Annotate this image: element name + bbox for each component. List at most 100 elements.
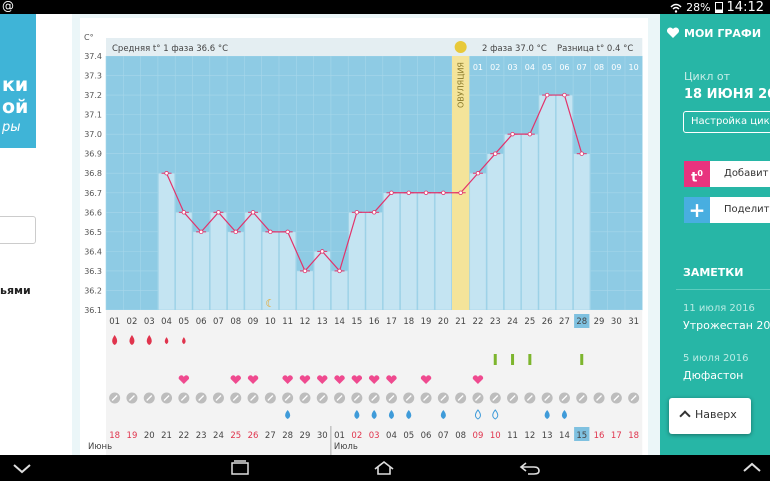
temperature-point [423,190,429,195]
post-ovulation-day: 03 [507,63,517,72]
today-day-highlight [574,314,590,328]
cycle-settings-button[interactable]: Настройка цик [683,111,770,133]
temperature-bar [227,231,245,311]
pencil-icon [111,395,118,401]
clock: 14:12 [726,0,764,15]
moon-icon: ☾ [265,297,275,310]
temperature-bar [296,270,314,311]
menstruation-drop-icon [112,335,118,345]
bbt-chart: 37.4 37.3 37.2 37.1 37.0 36.9 36.8 36.7 36.6 36.5… [84,33,643,455]
calendar-date: 29 [300,431,311,441]
cycle-day-number: 11 [282,317,293,327]
calendar-date: 25 [230,431,241,441]
test-mark-icon [511,354,515,365]
note-text[interactable]: Дюфастон [683,369,744,382]
heart-icon [666,27,680,38]
plus-icon: + [684,197,710,223]
cycle-day-number: 14 [334,317,345,327]
back-to-top-button[interactable]: Наверх [669,398,751,434]
calendar-date: 27 [265,431,276,441]
y-tick-label: 37.2 [84,91,102,100]
menstruation-drop-icon [182,337,186,345]
chevron-up-icon [679,410,691,422]
left-menu-text[interactable]: ьями [0,284,31,297]
temperature-bar [573,153,591,311]
status-bar: @ 28% 14:12 [0,0,770,15]
calendar-date: 14 [559,431,570,441]
pencil-icon [198,395,205,401]
y-tick-label: 36.4 [84,247,102,256]
temperature-point [250,210,256,215]
banner-line-3: ры [2,120,21,135]
calendar-date: 08 [455,431,466,441]
share-button[interactable]: + Поделит [684,197,770,223]
chevron-up-icon[interactable] [740,459,764,477]
battery-percent: 28% [686,1,711,14]
pencil-icon [561,395,568,401]
y-tick-label: 36.5 [84,228,102,237]
calendar-date: 20 [144,431,155,441]
cycle-day-number: 05 [178,317,189,327]
today-date-highlight [574,427,590,441]
calendar-date: 04 [386,431,397,441]
pencil-icon [250,395,257,401]
temperature-bar [348,212,366,311]
search-input[interactable] [0,216,36,244]
pencil-icon [423,395,430,401]
discharge-drop-icon [561,410,567,419]
phase1-avg-label: Средняя t° 1 фаза 36.6 °C [112,44,228,54]
calendar-date: 10 [490,431,501,441]
pencil-icon [544,395,551,401]
at-notification-icon: @ [2,0,14,13]
temperature-bar [192,231,210,311]
temperature-point [579,151,584,156]
graph-area: 37.4 37.3 37.2 37.1 37.0 36.9 36.8 36.7 36.6 36.5… [72,14,660,455]
temperature-point [302,268,308,274]
banner-line-2: ой [2,96,29,118]
discharge-drop-icon [371,410,377,419]
android-nav-bar [0,455,770,481]
pencil-icon [596,395,603,401]
cycle-day-number: 12 [300,317,311,327]
temperature-point [198,229,204,235]
promo-banner[interactable]: ки ой ры [0,14,36,148]
cycle-day-number: 29 [594,317,605,327]
y-tick-label: 36.3 [84,267,102,276]
my-graphs-link[interactable]: МОИ ГРАФИ [684,27,762,40]
cycle-day-number: 09 [248,317,259,327]
wifi-icon [670,3,682,13]
cycle-day-number: 31 [628,317,639,327]
pencil-icon [336,395,343,401]
discharge-drop-icon [285,410,291,419]
discharge-drop-icon [544,410,550,419]
right-sidebar: МОИ ГРАФИ Цикл от 18 ИЮНЯ 20 Настройка ц… [660,14,770,455]
month-label: Июль [334,442,358,452]
back-icon[interactable] [518,459,542,477]
temperature-point [510,131,515,137]
add-temperature-button[interactable]: t0 Добавит [684,161,770,187]
cycle-day-number: 08 [230,317,241,327]
discharge-drop-icon [388,410,394,419]
temperature-point [285,229,290,235]
temperature-bar [434,192,452,311]
temperature-bar [365,212,383,311]
test-mark-icon [528,354,532,365]
temperature-bar [556,94,573,311]
heart-icon [282,375,293,384]
temperature-point [441,190,446,195]
temperature-bar [469,172,487,311]
note-text[interactable]: Утрожестан 200 [683,319,770,332]
share-label: Поделит [724,204,770,215]
pencil-icon [405,395,412,401]
chevron-down-icon[interactable] [10,459,34,477]
phase2-avg-label: 2 фаза 37.0 °C [482,44,547,54]
post-ovulation-day: 05 [542,63,552,72]
discharge-drop-icon [406,410,412,419]
battery-icon [714,2,723,13]
temperature-bar [244,212,262,311]
cycle-day-number: 27 [559,317,570,327]
home-icon[interactable] [372,459,396,477]
notes-title: ЗАМЕТКИ [683,266,744,279]
recent-apps-icon[interactable] [228,459,252,477]
temperature-point [320,249,325,254]
